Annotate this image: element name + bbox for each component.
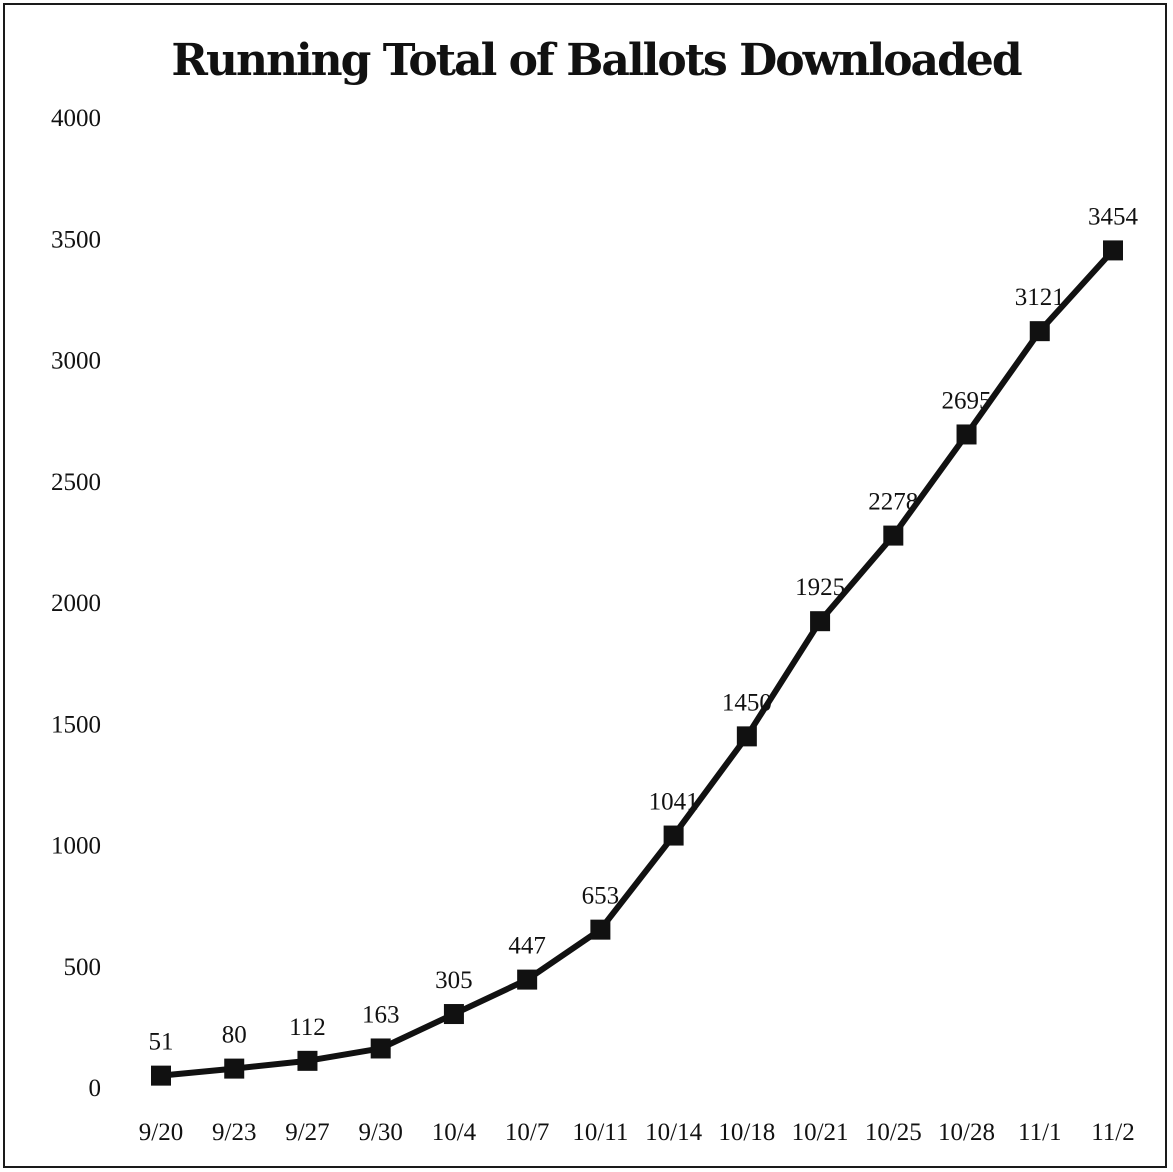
data-point-marker [1029,321,1050,342]
data-point-marker [590,919,611,940]
x-tick-label: 11/1 [1018,1119,1062,1146]
y-axis-ticks: 0 500 1000 1500 2000 2500 3000 3500 4000 [51,105,101,1102]
data-point-marker [663,825,684,846]
data-label: 1925 [795,574,845,601]
data-label: 3454 [1088,203,1139,230]
data-point-marker [224,1058,245,1079]
data-point-marker [956,424,977,445]
series-line [158,247,1116,1079]
x-tick-label: 10/25 [865,1119,922,1146]
x-tick-label: 10/28 [938,1119,995,1146]
x-tick-label: 10/14 [645,1119,702,1146]
chart-title: Running Total of Ballots Downloaded [171,35,1021,86]
y-tick-label: 4000 [51,105,101,132]
x-tick-label: 10/11 [572,1119,628,1146]
data-label: 305 [435,967,473,994]
data-point-marker [1103,240,1123,261]
x-tick-label: 9/27 [285,1119,329,1146]
data-point-marker [883,525,904,546]
y-tick-label: 0 [89,1075,102,1102]
data-point-marker [151,1065,171,1086]
x-tick-label: 9/23 [212,1119,256,1146]
x-axis-ticks: 9/20 9/23 9/27 9/30 10/4 10/7 10/11 10/14 10/18 1… [139,1119,1135,1146]
data-point-marker [370,1038,391,1059]
y-tick-label: 1000 [51,833,101,860]
data-point-marker [736,726,757,747]
data-point-marker [443,1004,464,1025]
data-label: 653 [582,883,620,910]
y-tick-label: 1500 [51,711,101,738]
chart-frame [3,3,1167,1168]
x-tick-label: 11/2 [1091,1119,1135,1146]
data-point-marker [297,1050,318,1071]
data-label: 447 [508,933,546,960]
data-label: 51 [149,1029,174,1056]
y-tick-label: 500 [64,954,102,981]
data-point-marker [517,969,538,990]
x-tick-label: 10/7 [505,1119,549,1146]
y-tick-label: 3500 [51,226,101,253]
x-tick-label: 9/30 [358,1119,402,1146]
y-tick-label: 2000 [51,590,101,617]
data-label: 80 [222,1022,247,1049]
x-tick-label: 10/21 [792,1119,849,1146]
data-label-group: 51 80 112 163 305 447 653 1041 1450 1925 2278 2695 3… [149,203,1139,1055]
x-tick-label: 10/18 [718,1119,775,1146]
data-label: 163 [362,1001,400,1028]
data-label: 3121 [1015,284,1065,311]
marker-group [151,240,1123,1086]
series-line-group [158,247,1116,1079]
data-label: 2278 [868,489,918,516]
x-tick-label: 10/4 [432,1119,477,1146]
y-tick-label: 2500 [51,469,101,496]
data-point-marker [810,611,831,632]
y-tick-label: 3000 [51,348,101,375]
data-label: 112 [289,1014,326,1041]
data-label: 1450 [722,689,772,716]
data-label: 1041 [649,789,699,816]
data-label: 2695 [942,387,992,414]
x-tick-label: 9/20 [139,1119,183,1146]
